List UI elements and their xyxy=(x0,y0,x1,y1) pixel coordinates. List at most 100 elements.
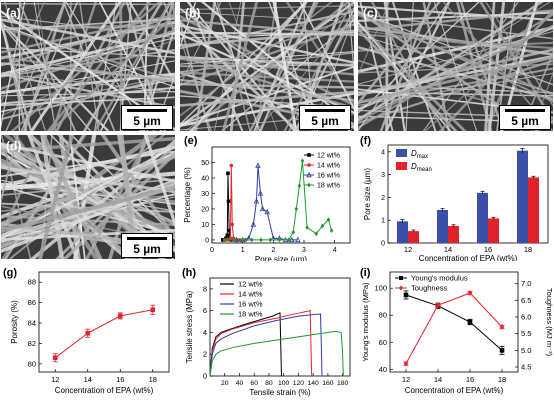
panel-label-c: (c) xyxy=(363,6,378,20)
y-axis-label: Young's modulus (MPa) xyxy=(361,282,370,362)
chart-e-pore-distribution: (e) 0 10 20 30 40 50 0 1 2 3 4 Pore size (µm) Percent… xyxy=(183,135,351,261)
y-tick-label: 82 xyxy=(28,339,36,348)
data-point xyxy=(250,237,254,243)
scale-bar-d: 5 µm xyxy=(121,233,173,258)
y-tick-label: 6 xyxy=(203,306,207,315)
plot-frame xyxy=(38,271,170,373)
data-point xyxy=(305,225,309,230)
bar-dmax xyxy=(477,192,488,243)
y-axis-label: Pore size (µm) xyxy=(363,168,372,221)
y-tick-label: 50 xyxy=(201,160,209,167)
chart-i-modulus-toughness: (i) 40 60 80 100 4.5 5.0 5.5 6.0 6.5 7.0 12 14 16 18 Co… xyxy=(360,267,554,395)
scale-bar-label: 5 µm xyxy=(133,114,161,128)
y-tick-label: 4 xyxy=(203,328,207,337)
data-point xyxy=(435,302,441,309)
bar-dmax xyxy=(397,221,408,243)
data-point xyxy=(250,221,257,227)
plot-frame xyxy=(209,277,351,377)
panel-label-e: (e) xyxy=(184,135,198,147)
legend-label: 14 wt% xyxy=(238,290,263,299)
data-point xyxy=(403,292,409,298)
x-tick-label: 2 xyxy=(271,247,275,254)
stress-strain-curve xyxy=(209,310,313,377)
data-point xyxy=(300,158,305,164)
legend-label: 16 wt% xyxy=(317,173,340,180)
bar-dmax xyxy=(517,150,528,243)
data-point xyxy=(117,313,123,319)
x-tick-label: 16 xyxy=(484,245,492,254)
y-right-axis-label: Toughness (MJ m⁻³) xyxy=(545,288,554,357)
x-tick-label: 160 xyxy=(322,380,334,387)
data-point xyxy=(499,348,505,353)
x-tick-label: 40 xyxy=(236,380,244,387)
series-line xyxy=(405,292,503,364)
y-axis-label: Porosity (%) xyxy=(10,300,19,344)
legend-label: 12 wt% xyxy=(317,153,340,160)
axes xyxy=(389,271,519,373)
sem-image-a: (a) 5 µm xyxy=(1,2,175,131)
x-tick-label: 140 xyxy=(307,380,319,387)
data-point xyxy=(229,163,234,168)
y-tick-label: 86 xyxy=(28,298,36,307)
legend-label: 16 wt% xyxy=(238,300,263,309)
legend-label: Dmean xyxy=(411,162,432,173)
y-tick-label: 60 xyxy=(379,338,387,347)
data-point xyxy=(259,205,266,212)
data-point xyxy=(268,237,273,243)
sem-image-b: (b) 5 µm xyxy=(180,2,354,131)
bar-dmean xyxy=(448,225,459,243)
x-tick-label: 14 xyxy=(84,375,92,384)
data-point xyxy=(399,276,403,280)
data-point xyxy=(306,171,312,178)
panel-label-b: (b) xyxy=(185,6,201,20)
panel-label-a: (a) xyxy=(6,6,21,20)
y-tick-label: 8 xyxy=(203,284,207,293)
y-axis-label: Percentage (%) xyxy=(183,167,192,223)
y-tick-label: 20 xyxy=(201,206,209,213)
y-tick-label: 0 xyxy=(381,241,385,248)
data-point xyxy=(85,330,91,336)
y-tick-label: 80 xyxy=(28,359,36,368)
y-tick-label: 4 xyxy=(381,149,385,156)
data-point xyxy=(399,285,403,291)
x-tick-label: 18 xyxy=(498,375,506,384)
x-tick-label: 12 xyxy=(402,375,410,384)
x-tick-label: 16 xyxy=(116,375,124,384)
data-point xyxy=(52,355,58,361)
x-tick-label: 60 xyxy=(250,380,258,387)
x-tick-label: 18 xyxy=(524,245,532,254)
bar-dmean xyxy=(488,218,499,243)
sem-image-c: (c) 5 µm xyxy=(358,2,553,131)
x-tick-label: 20 xyxy=(221,380,229,387)
data-point xyxy=(253,198,260,204)
y-right-tick-label: 6.5 xyxy=(521,296,531,305)
y-tick-label: 1 xyxy=(381,218,385,225)
data-point xyxy=(257,190,264,196)
data-point xyxy=(264,208,270,215)
y-right-tick-label: 4.5 xyxy=(521,363,531,372)
legend-label: Dmax xyxy=(411,149,428,160)
y-tick-label: 2 xyxy=(203,350,207,359)
x-axis-label: Concentration of EPA (wt%) xyxy=(419,254,518,261)
x-axis-label: Pore size (µm) xyxy=(255,255,308,261)
x-tick-label: 18 xyxy=(149,375,157,384)
scale-bar-label: 5 µm xyxy=(133,242,161,256)
data-point xyxy=(467,319,473,325)
plot-frame xyxy=(387,144,549,244)
x-axis-label: Tensile strain (%) xyxy=(249,388,311,397)
data-point xyxy=(259,237,263,243)
x-tick-label: 0 xyxy=(210,247,214,254)
data-point xyxy=(403,360,409,367)
y-tick-label: 0 xyxy=(205,237,209,244)
x-tick-label: 12 xyxy=(51,375,59,384)
stress-strain-curve xyxy=(209,330,344,377)
bar-dmax xyxy=(437,209,448,243)
data-point xyxy=(294,206,299,212)
y-tick-label: 0 xyxy=(203,372,207,381)
data-point xyxy=(255,162,261,168)
legend-swatch xyxy=(396,162,407,170)
data-point xyxy=(307,153,311,157)
y-tick-label: 10 xyxy=(201,222,209,229)
data-point xyxy=(226,171,230,176)
x-tick-label: 80 xyxy=(265,380,273,387)
